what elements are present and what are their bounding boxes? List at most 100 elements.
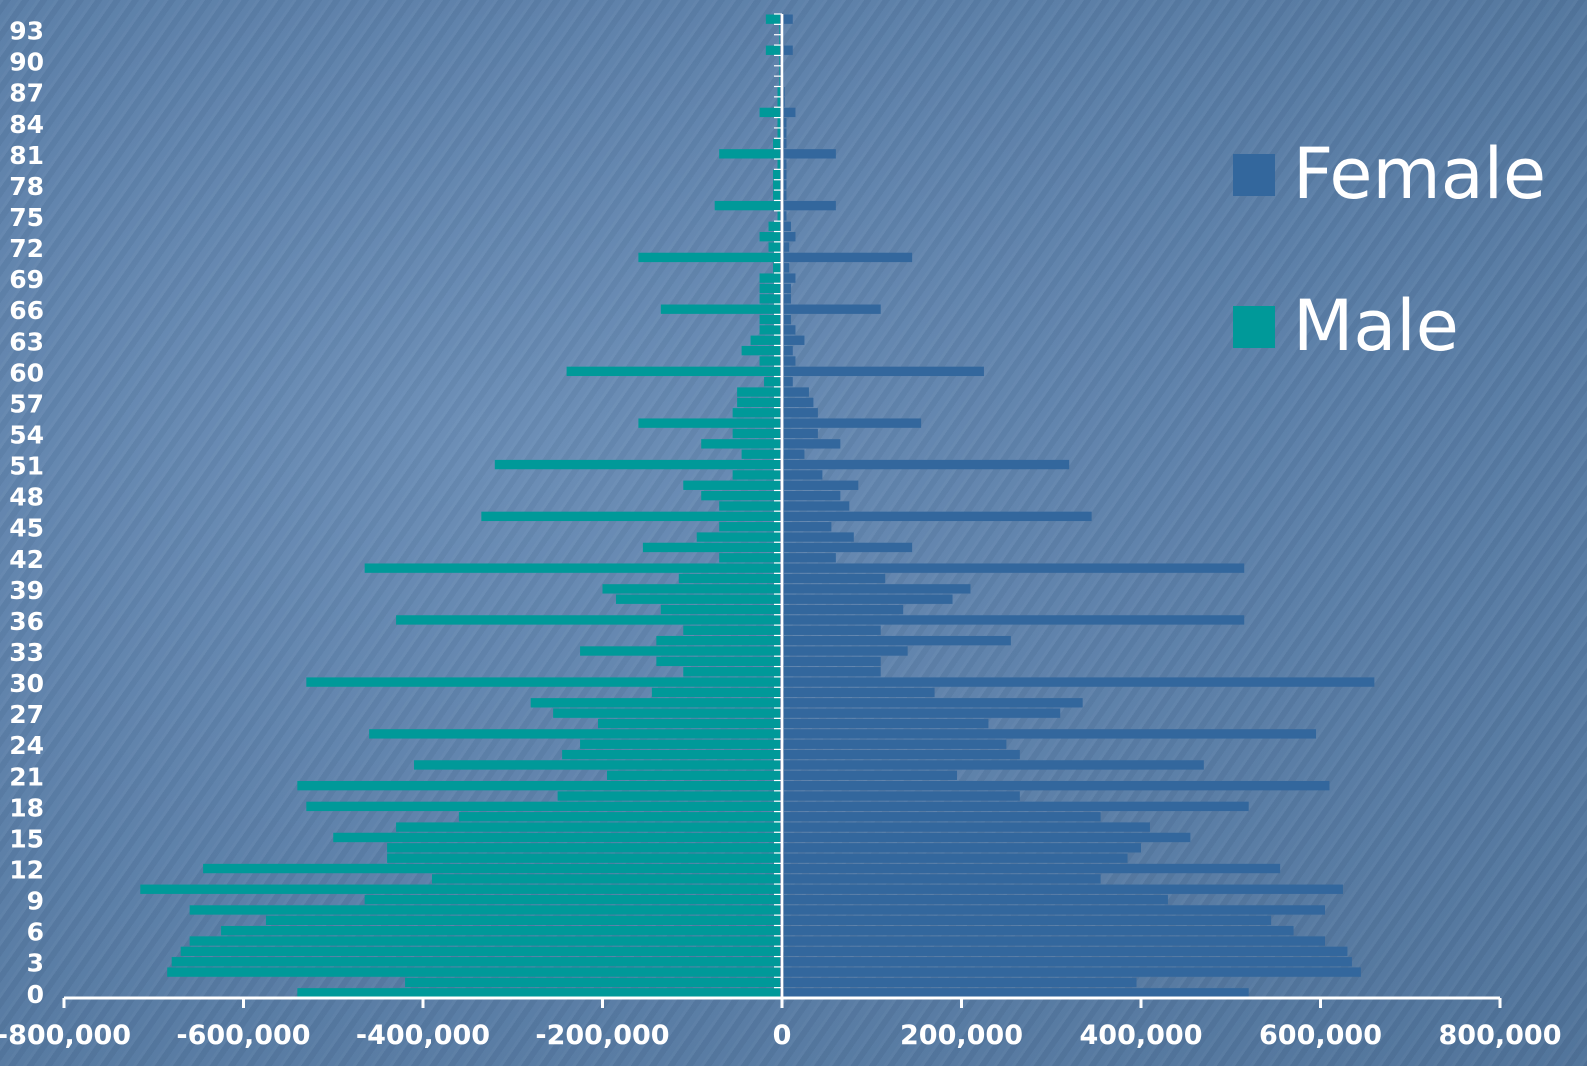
bar-male-age-54 [732,428,780,439]
bar-female-age-85 [784,107,796,118]
bar-male-age-18 [306,801,780,812]
bar-female-age-3 [784,957,1352,967]
bar-male-age-56 [732,408,780,418]
bar-male-age-93 [779,24,780,35]
bar-male-age-38 [615,594,780,604]
bar-male-age-17 [458,812,780,822]
bar-female-age-78 [784,180,787,190]
bar-female-age-44 [784,532,854,542]
bar-male-age-39 [602,584,780,594]
bar-male-age-75 [777,211,780,221]
bar-male-age-91 [765,45,780,55]
x-tick-label: 800,000 [1439,1020,1562,1051]
bar-female-age-32 [784,656,881,667]
axes: -800,000 -600,000 -400,000 -200,000 0 200,000… [0,13,1562,1051]
y-tick-label: 57 [9,389,44,418]
bar-female-age-61 [784,356,796,366]
bar-female-age-67 [784,294,791,304]
bar-female-age-7 [784,915,1272,925]
bar-male-age-42 [719,553,780,563]
bar-female-age-2 [784,967,1361,977]
bar-male-age-53 [701,439,780,449]
female-bars [784,14,1375,998]
bar-male-age-85 [759,107,780,118]
y-tick-label: 42 [9,545,44,574]
y-tick-label: 54 [9,420,44,449]
bar-female-age-77 [784,190,787,200]
bar-female-age-52 [784,449,805,459]
y-tick-label: 93 [9,17,44,46]
bar-male-age-12 [203,863,781,874]
bar-female-age-21 [784,770,958,780]
bar-male-age-58 [737,387,780,397]
bar-male-age-0 [297,988,780,998]
bar-female-age-81 [784,149,836,159]
y-tick-label: 45 [9,514,44,543]
y-tick-label: 18 [9,793,44,822]
bar-male-age-29 [651,687,780,698]
bar-male-age-64 [759,325,780,335]
bar-female-age-87 [784,87,785,97]
bar-male-age-35 [683,625,780,635]
y-tick-label: 21 [9,762,44,791]
bar-male-age-20 [297,780,780,791]
bar-female-age-0 [784,988,1249,998]
bar-female-age-72 [784,242,790,252]
bar-female-age-4 [784,946,1348,957]
bar-male-age-33 [580,646,780,656]
bar-male-age-68 [759,283,780,294]
bar-female-age-58 [784,387,809,397]
bar-female-age-18 [784,801,1249,812]
bar-female-age-6 [784,925,1294,936]
bar-male-age-46 [481,511,780,522]
bar-male-age-66 [660,304,780,314]
x-tick-label: -200,000 [535,1020,669,1051]
bar-female-age-13 [784,853,1128,863]
bar-female-age-94 [784,14,793,24]
bar-female-age-56 [784,408,818,418]
bar-female-age-49 [784,480,859,490]
bar-female-age-41 [784,563,1245,573]
y-tick-label: 84 [9,110,44,139]
bar-female-age-30 [784,677,1375,687]
bar-male-age-30 [306,677,780,687]
bar-male-age-73 [759,232,780,242]
y-tick-label: 81 [9,141,44,170]
bar-female-age-48 [784,490,841,501]
y-tick-label: 27 [9,700,44,729]
bar-male-age-80 [777,159,780,169]
y-tick-label: 87 [9,79,44,108]
bar-male-age-70 [773,263,780,273]
bar-female-age-60 [784,366,984,377]
bar-female-age-22 [784,760,1204,770]
bar-female-age-53 [784,439,841,449]
bar-female-age-27 [784,708,1061,718]
bar-female-age-66 [784,304,881,314]
bar-male-age-41 [364,563,780,573]
y-tick-label: 6 [27,918,44,947]
bar-female-age-37 [784,604,904,615]
bar-female-age-20 [784,780,1330,791]
bar-male-age-78 [773,180,780,190]
bar-male-age-55 [638,418,780,428]
bar-male-age-59 [764,377,780,387]
bar-female-age-24 [784,739,1007,749]
bar-female-age-10 [784,884,1343,894]
bar-female-age-84 [784,118,787,128]
bar-female-age-12 [784,863,1281,874]
bar-male-age-22 [414,760,780,770]
bar-female-age-15 [784,832,1191,843]
bar-male-age-13 [387,853,780,863]
bar-male-age-28 [530,698,780,708]
bar-female-age-83 [784,128,787,138]
bar-male-age-10 [140,884,781,894]
y-tick-label: 9 [27,887,44,916]
bar-male-age-27 [553,708,780,718]
bar-male-age-23 [562,749,780,760]
bar-female-age-69 [784,273,796,283]
bar-male-age-25 [369,729,780,739]
bar-female-age-46 [784,511,1092,522]
bar-male-age-34 [656,635,780,646]
